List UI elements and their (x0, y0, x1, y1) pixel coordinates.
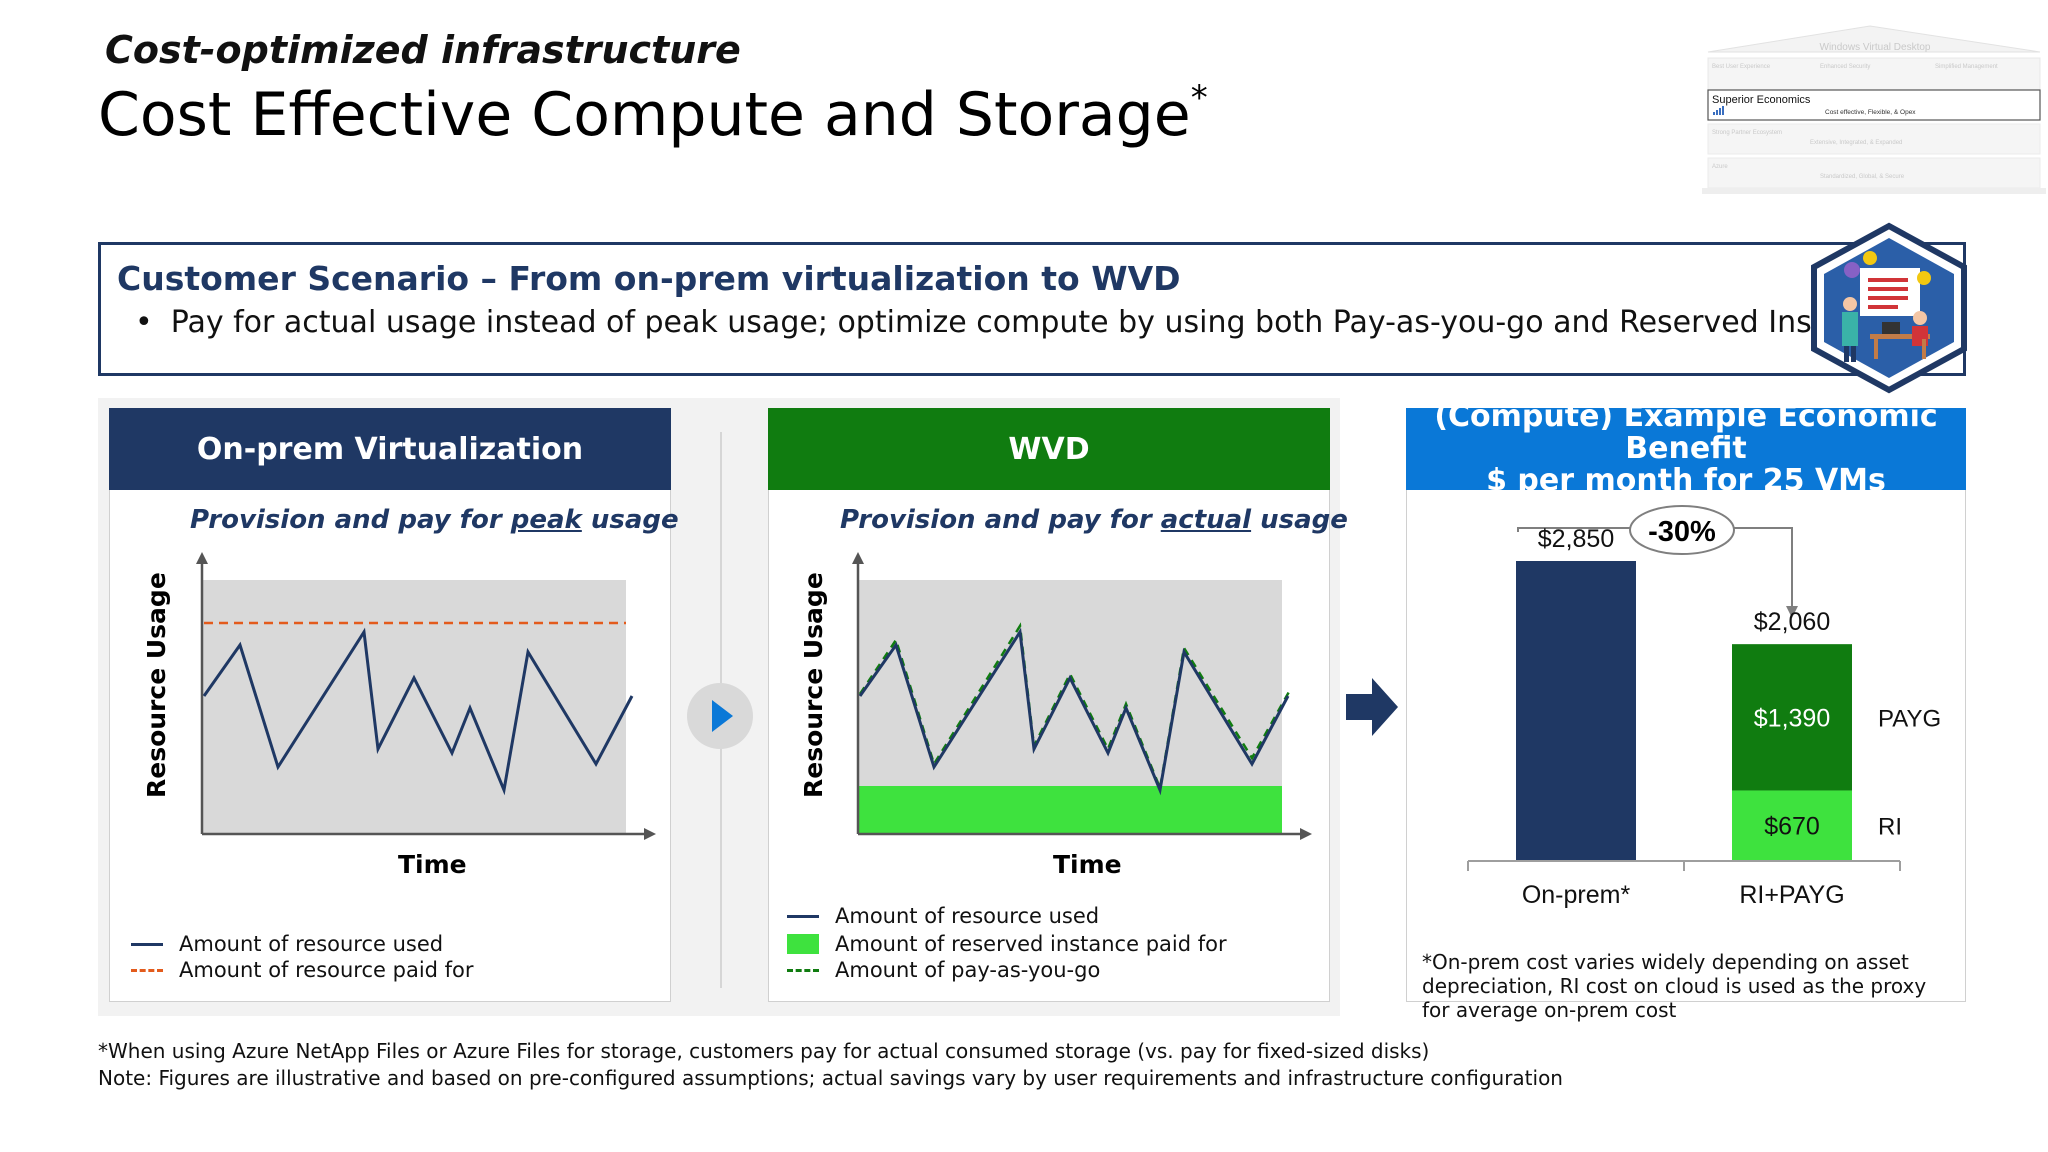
reduction-connector-left (1517, 527, 1632, 532)
reduction-label: -30% (1648, 516, 1716, 548)
bar-segment-ri (1732, 790, 1852, 861)
onprem-caption: Provision and pay for peak usage (190, 505, 679, 535)
benefit-footnote: *On-prem cost varies widely depending on… (1422, 950, 1927, 1022)
svg-text:Enhanced Security: Enhanced Security (1820, 64, 1870, 70)
wvd-y-arrow (852, 552, 864, 564)
wvd-reserved-area (858, 786, 1282, 834)
benefit-header: (Compute) Example Economic Benefit $ per… (1406, 401, 1966, 497)
bar-segment-label-payg: $1,390 (1754, 704, 1830, 732)
bar-onprem (1516, 561, 1636, 861)
bar-category-label-0: On-prem* (1522, 881, 1631, 909)
onprem-legend-paid: Amount of resource paid for (131, 958, 474, 982)
wvd-caption: Provision and pay for actual usage (840, 505, 1348, 535)
bar-category-label-1: RI+PAYG (1739, 881, 1844, 909)
office-meeting-icon (1811, 222, 1967, 394)
onprem-header: On-prem Virtualization (109, 408, 671, 490)
onprem-y-arrow (196, 552, 208, 564)
reduction-arrowhead (1786, 606, 1798, 618)
footnotes: *When using Azure NetApp Files or Azure … (98, 1038, 1563, 1092)
thumb-highlight-title: Superior Economics (1712, 94, 1811, 106)
footnote-storage: *When using Azure NetApp Files or Azure … (98, 1039, 1430, 1063)
wvd-x-arrow (1300, 828, 1312, 840)
benefit-header-line1: (Compute) Example Economic Benefit (1434, 399, 1938, 466)
footnote-disclaimer: Note: Figures are illustrative and based… (98, 1066, 1563, 1090)
wvd-usage-chart (852, 552, 1312, 840)
onprem-x-arrow (644, 828, 656, 840)
svg-text:Azure: Azure (1712, 164, 1728, 170)
svg-text:Standardized, Global, & Secure: Standardized, Global, & Secure (1820, 174, 1905, 180)
wvd-x-label: Time (1053, 850, 1122, 879)
svg-text:Extensive, Integrated, & Expan: Extensive, Integrated, & Expanded (1810, 140, 1902, 146)
wvd-legend-payg: Amount of pay-as-you-go (787, 958, 1100, 982)
onprem-used-line (202, 627, 634, 796)
svg-text:Cost effective, Flexible, & Op: Cost effective, Flexible, & Opex (1825, 109, 1916, 116)
page-title: Cost Effective Compute and Storage* (98, 78, 1208, 150)
onprem-legend-used: Amount of resource used (131, 932, 443, 956)
bar-segment-label-ri: $670 (1764, 813, 1820, 841)
reduction-badge (1629, 505, 1735, 555)
thumb-title: Windows Virtual Desktop (1820, 42, 1931, 53)
wvd-legend-used: Amount of resource used (787, 904, 1099, 928)
wvd-header: WVD (768, 408, 1330, 490)
onprem-usage-chart (196, 552, 656, 840)
section-subtitle: Cost-optimized infrastructure (105, 28, 741, 72)
bar-segment-payg (1732, 644, 1852, 791)
result-arrow-icon (1346, 678, 1398, 736)
bar-total-label-1: $2,060 (1754, 608, 1830, 636)
framework-thumbnail: Windows Virtual Desktop Best User Experi… (1702, 25, 2046, 194)
customer-scenario-box: Customer Scenario – From on-prem virtual… (98, 242, 1966, 376)
scenario-bullet: • Pay for actual usage instead of peak us… (135, 305, 1896, 340)
svg-text:Simplified Management: Simplified Management (1935, 64, 1998, 70)
svg-text:Best User Experience: Best User Experience (1712, 64, 1771, 70)
wvd-y-label: Resource Usage (799, 572, 828, 798)
bar-total-label-0: $2,850 (1538, 525, 1614, 553)
onprem-x-label: Time (398, 850, 467, 879)
bar-segment-name-ri: RI (1878, 814, 1902, 841)
wvd-used-line (858, 627, 1290, 796)
wvd-legend-reserved: Amount of reserved instance paid for (787, 932, 1227, 956)
svg-text:Strong Partner Ecosystem: Strong Partner Ecosystem (1712, 130, 1782, 136)
next-arrow-icon (687, 683, 753, 749)
bar-segment-name-payg: PAYG (1878, 705, 1941, 732)
reduction-connector-right (1732, 527, 1793, 610)
benefit-bar-chart: -30% $2,850 On-prem* $670 RI $1,390 PAYG $2,06… (1467, 505, 1941, 909)
onprem-y-label: Resource Usage (142, 572, 171, 798)
benefit-header-line2: $ per month for 25 VMs (1486, 463, 1886, 498)
scenario-heading: Customer Scenario – From on-prem virtual… (117, 259, 1181, 298)
